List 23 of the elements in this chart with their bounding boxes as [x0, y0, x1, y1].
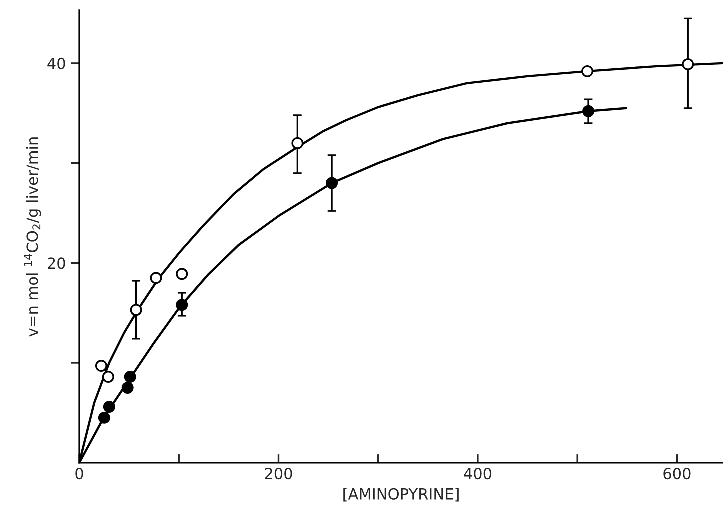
point — [98, 412, 110, 424]
point — [122, 382, 134, 394]
y-axis-title: v=n mol $^{14}$CO$_{2}$/g liver/min — [24, 138, 42, 337]
y-tick-label: 40 — [48, 58, 66, 70]
point — [176, 299, 188, 312]
point — [95, 360, 108, 372]
point — [326, 177, 338, 190]
point — [103, 400, 116, 413]
point — [176, 268, 188, 280]
y-tick-label: 20 — [48, 258, 66, 270]
x-tick-label: 0 — [76, 468, 84, 480]
point — [124, 371, 136, 383]
point — [102, 371, 114, 383]
point — [292, 137, 304, 150]
point — [682, 58, 694, 70]
point — [130, 304, 142, 316]
x-axis-title: [AMINOPYRINE] — [344, 488, 459, 502]
point — [582, 65, 594, 78]
x-tick-label: 200 — [265, 468, 292, 480]
point — [582, 105, 595, 118]
point — [150, 272, 162, 284]
x-tick-label: 400 — [464, 468, 492, 480]
x-tick-label: 600 — [664, 468, 691, 480]
